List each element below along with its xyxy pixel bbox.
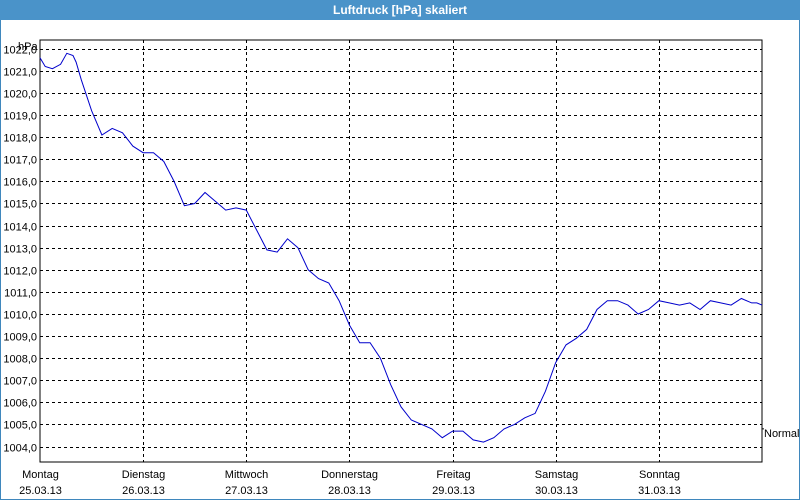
x-tick-day: Freitag (436, 469, 470, 481)
y-tick-label: 1008,0 (3, 354, 37, 366)
y-tick-label: 1015,0 (3, 199, 37, 211)
x-tick-date: 27.03.13 (225, 485, 268, 497)
x-tick-date: 26.03.13 (122, 485, 165, 497)
y-tick-label: 1018,0 (3, 133, 37, 145)
y-tick-label: 1022,0 (3, 45, 37, 57)
window-title: Luftdruck [hPa] skaliert (0, 0, 800, 20)
y-tick-label: 1020,0 (3, 89, 37, 101)
y-tick-label: 1017,0 (3, 155, 37, 167)
y-tick-label: 1005,0 (3, 420, 37, 432)
y-tick-label: 1014,0 (3, 222, 37, 234)
normal-label: Normal (764, 428, 799, 440)
x-tick-date: 25.03.13 (19, 485, 62, 497)
x-tick-day: Sonntag (639, 469, 680, 481)
y-tick-label: 1013,0 (3, 244, 37, 256)
y-tick-label: 1012,0 (3, 266, 37, 278)
y-tick-label: 1016,0 (3, 177, 37, 189)
x-tick-day: Mittwoch (225, 469, 268, 481)
y-tick-label: 1010,0 (3, 310, 37, 322)
y-tick-label: 1009,0 (3, 332, 37, 344)
x-tick-date: 31.03.13 (638, 485, 681, 497)
x-tick-day: Donnerstag (321, 469, 378, 481)
y-tick-label: 1019,0 (3, 111, 37, 123)
x-tick-day: Samstag (535, 469, 578, 481)
y-tick-label: 1011,0 (4, 288, 37, 300)
pressure-series-line (39, 52, 763, 443)
x-tick-date: 28.03.13 (328, 485, 371, 497)
y-tick-label: 1021,0 (3, 67, 37, 79)
x-tick-day: Montag (22, 469, 59, 481)
x-tick-day: Dienstag (122, 469, 165, 481)
y-tick-label: 1007,0 (3, 376, 37, 388)
plot-area (39, 39, 763, 463)
x-tick-date: 30.03.13 (535, 485, 578, 497)
x-tick-date: 29.03.13 (432, 485, 475, 497)
y-axis-unit: hPa (18, 41, 38, 53)
y-tick-label: 1006,0 (3, 398, 37, 410)
y-tick-label: 1004,0 (3, 443, 37, 455)
